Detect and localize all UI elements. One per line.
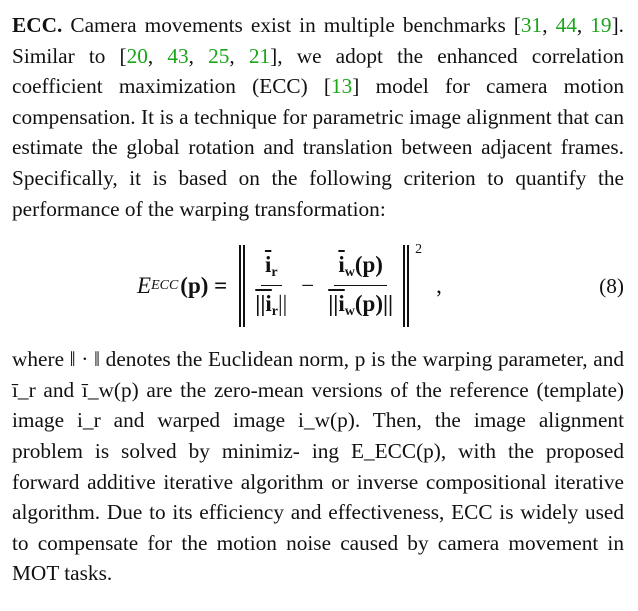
citation-link[interactable]: 43 [167,43,189,68]
text-span: Camera movements exist in multiple bench… [62,13,521,37]
equation-block: E ECC (p) = ir ||ir|| − iw(p) ||iw(p)|| 2 … [12,228,624,344]
text-span: ] model for camera motion compensation. … [12,74,624,221]
eq-num2: i [338,252,345,278]
text-span: ]. Similar to [ [12,13,624,68]
text-span: ], we adopt the enhanced correlation coe… [12,43,624,99]
explanation-paragraph: where ‖ · ‖ denotes the Euclidean norm, … [12,347,624,586]
eq-energy-symbol: E [137,273,152,299]
eq-power: 2 [415,242,423,258]
text-span: , [542,13,556,37]
eq-comma: , [436,273,442,299]
citation-link[interactable]: 31 [520,13,543,37]
citation-link[interactable]: 13 [331,74,353,99]
norm-right-bar [403,245,410,328]
eq-num2-arg: (p) [354,252,383,278]
text-span: , [229,43,249,68]
fraction-warped: iw(p) ||iw(p)|| [328,252,393,320]
text-span: , [576,13,591,37]
citation-link[interactable]: 21 [248,43,271,68]
eq-den2-arg: (p)|| [354,291,394,317]
fraction-reference: ir ||ir|| [255,252,287,320]
citation-link[interactable]: 44 [555,13,577,37]
citation-link[interactable]: 25 [208,43,230,68]
ecc-paragraph: ECC. Camera movements exist in multiple … [12,10,624,224]
eq-num2-sub: w [344,265,355,281]
eq-minus: − [301,273,315,299]
text-span: , [188,43,209,68]
eq-lhs-argument: (p) = [180,273,228,299]
eq-den1-close: || [278,291,288,317]
citation-link[interactable]: 20 [126,43,148,68]
norm-left-bar [239,245,246,328]
paper-section: ECC. Camera movements exist in multiple … [12,10,624,589]
citation-link[interactable]: 19 [590,13,612,37]
equation-number: (8) [599,273,624,298]
equation-8: E ECC (p) = ir ||ir|| − iw(p) ||iw(p)|| 2 … [137,228,442,344]
eq-energy-subscript: ECC [151,278,179,294]
eq-num1: i [264,252,272,278]
section-heading: ECC. [12,13,63,37]
eq-den1-sub: r [271,304,279,320]
eq-num1-sub: r [271,265,278,281]
text-span: , [147,43,168,68]
eq-den1: ||i [255,291,272,317]
eq-den2-sub: w [344,304,355,320]
eq-den2: ||i [328,291,345,317]
